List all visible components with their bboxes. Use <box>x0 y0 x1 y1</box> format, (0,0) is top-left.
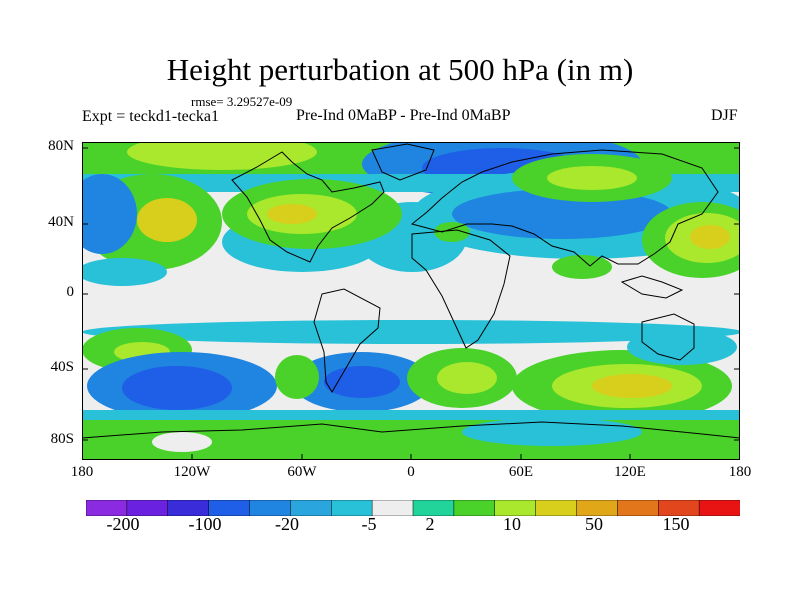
coast-north-america <box>231 151 385 263</box>
field-pac-neg-edge <box>82 174 137 254</box>
field-sind-pos <box>437 362 497 394</box>
field-npac-east-strong-pos <box>690 225 730 249</box>
coastlines <box>82 143 740 439</box>
colorbar <box>86 500 740 516</box>
lon-label-60e: 60E <box>508 464 534 480</box>
comparison-label: Pre-Ind 0MaBP - Pre-Ind 0MaBP <box>296 107 511 124</box>
lat-label-0: 0 <box>66 284 75 300</box>
map-title: Height perturbation at 500 hPa (in m) <box>166 52 634 87</box>
rmse-label: rmse= 3.29527e-09 <box>191 94 293 109</box>
season-label: DJF <box>711 107 738 124</box>
lat-label-40s: 40S <box>50 359 74 375</box>
lon-label-120e: 120E <box>614 464 646 480</box>
colorbar-swatch <box>698 500 740 516</box>
coast-maritime-continent <box>620 275 684 299</box>
colorbar-label-50: 50 <box>585 514 603 534</box>
experiment-label: Expt = teckd1-tecka1 <box>82 108 219 125</box>
lat-label-80s: 80S <box>50 431 74 447</box>
lon-label-180e: 180 <box>728 464 752 480</box>
coast-greenland <box>371 143 435 181</box>
field-antarctic-zero-patch <box>152 432 212 452</box>
field-satl-strong-neg <box>324 366 400 398</box>
lat-label-40n: 40N <box>48 214 74 230</box>
map-panel <box>82 142 740 460</box>
colorbar-label-2: 2 <box>425 514 435 534</box>
field-sind-east-strong-pos <box>592 374 672 398</box>
field-tropic-weak-neg-pacific <box>82 258 167 286</box>
field-spac-weak-neg <box>82 320 740 344</box>
coast-africa <box>411 229 511 349</box>
lon-label-180w: 180 <box>70 464 94 480</box>
lon-label-60w: 60W <box>287 464 317 480</box>
field-npac-west-pos <box>137 198 197 242</box>
field-eurasia-pos-north <box>547 166 637 190</box>
colorbar-label-minus100: -100 <box>188 514 222 534</box>
coast-antarctica <box>82 421 740 439</box>
field-eurasia-neg <box>452 189 672 239</box>
colorbar-label-150: 150 <box>662 514 690 534</box>
coast-australia <box>641 313 695 361</box>
colorbar-label-minus20: -20 <box>275 514 299 534</box>
field-na-strong-pos <box>267 204 317 224</box>
field-south-america-weak-pos <box>275 355 319 399</box>
map-ticks <box>82 147 740 460</box>
lon-label-120w: 120W <box>173 464 211 480</box>
colorbar-label-minus5: -5 <box>361 514 377 534</box>
colorbar-label-10: 10 <box>503 514 521 534</box>
lon-label-0: 0 <box>407 464 415 480</box>
field-australia-weak-neg <box>627 329 737 365</box>
colorbar-label-minus200: -200 <box>106 514 140 534</box>
lat-label-80n: 80N <box>48 138 74 154</box>
field-antarctic-weak-neg-band <box>82 410 740 420</box>
field-tropic-weak-pos-indian <box>552 255 612 279</box>
coast-south-america <box>313 288 381 393</box>
field-arctic-pos-north-america <box>127 142 317 170</box>
coast-eurasia <box>410 149 719 267</box>
field-tropic-weak-pos-africa <box>434 222 470 242</box>
field-spac-strong-neg-west <box>122 366 232 410</box>
